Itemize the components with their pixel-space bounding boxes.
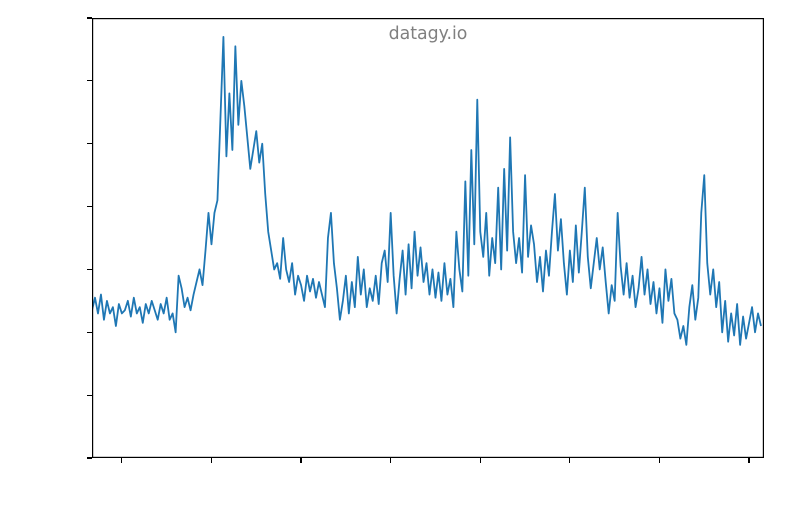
x-tick [390,458,391,463]
y-tick [87,17,92,18]
y-tick [87,80,92,81]
y-tick [87,269,92,270]
plot-axes: datagy.io [92,18,764,458]
y-tick [87,332,92,333]
chart-title: datagy.io [389,24,468,44]
series-line [92,18,764,458]
x-tick [748,458,749,463]
x-tick [569,458,570,463]
x-tick [121,458,122,463]
y-tick [87,206,92,207]
figure: datagy.io [0,0,790,523]
x-tick [300,458,301,463]
y-tick [87,395,92,396]
line-series [92,37,761,345]
y-tick [87,457,92,458]
y-tick [87,143,92,144]
x-tick [211,458,212,463]
x-tick [659,458,660,463]
x-tick [480,458,481,463]
